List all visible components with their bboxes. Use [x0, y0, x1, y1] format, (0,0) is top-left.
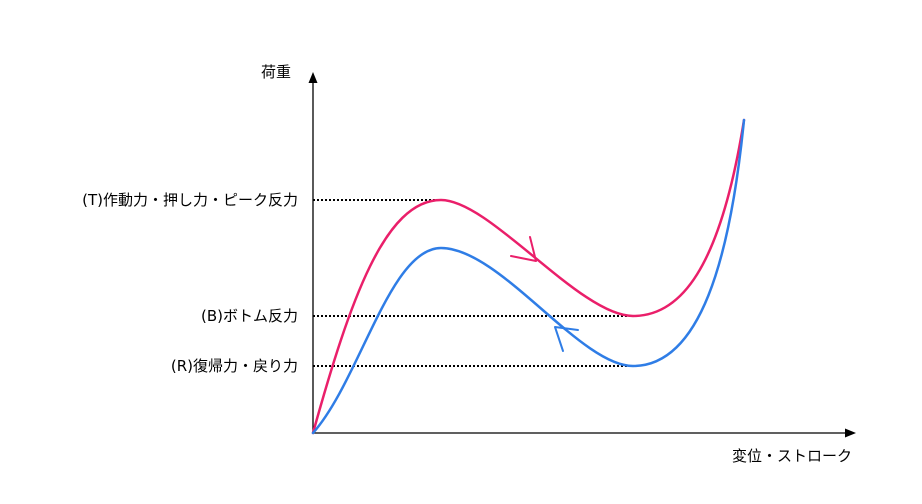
- x-axis-arrowhead: [845, 428, 856, 438]
- axes: [308, 72, 856, 438]
- return-curve: [311, 118, 746, 435]
- return-direction-arrow: [554, 326, 579, 352]
- press-direction-arrow: [510, 236, 537, 262]
- x-axis-label: 変位・ストローク: [732, 447, 852, 465]
- label-peak-force: (T)作動力・押し力・ピーク反力: [82, 191, 298, 209]
- y-axis-label: 荷重: [261, 63, 291, 81]
- y-axis-arrowhead: [308, 72, 318, 83]
- label-bottom-force: (B)ボトム反力: [201, 307, 298, 325]
- press-curve: [311, 118, 746, 435]
- label-return-force: (R)復帰力・戻り力: [171, 357, 298, 375]
